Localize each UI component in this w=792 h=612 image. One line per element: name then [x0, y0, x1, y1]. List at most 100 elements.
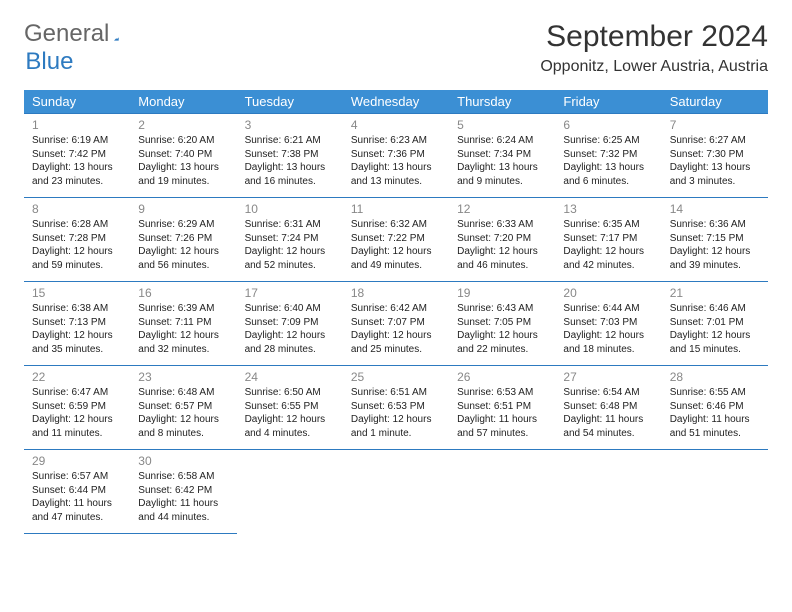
sunrise-line: Sunrise: 6:19 AM	[32, 134, 122, 148]
daylight-line: Daylight: 12 hours and 22 minutes.	[457, 329, 547, 356]
day-cell: 18Sunrise: 6:42 AMSunset: 7:07 PMDayligh…	[343, 282, 449, 366]
sunrise-line: Sunrise: 6:50 AM	[245, 386, 335, 400]
day-number: 25	[351, 369, 441, 385]
logo: General	[24, 20, 142, 48]
day-cell: 2Sunrise: 6:20 AMSunset: 7:40 PMDaylight…	[130, 114, 236, 198]
day-cell	[237, 450, 343, 534]
day-number: 29	[32, 453, 122, 469]
day-cell: 30Sunrise: 6:58 AMSunset: 6:42 PMDayligh…	[130, 450, 236, 534]
sunset-line: Sunset: 7:30 PM	[670, 148, 760, 162]
daylight-line: Daylight: 11 hours and 51 minutes.	[670, 413, 760, 440]
weekday-header: Wednesday	[343, 90, 449, 114]
sunset-line: Sunset: 6:48 PM	[563, 400, 653, 414]
sunrise-line: Sunrise: 6:51 AM	[351, 386, 441, 400]
day-cell	[662, 450, 768, 534]
day-cell: 28Sunrise: 6:55 AMSunset: 6:46 PMDayligh…	[662, 366, 768, 450]
day-number: 12	[457, 201, 547, 217]
day-cell: 17Sunrise: 6:40 AMSunset: 7:09 PMDayligh…	[237, 282, 343, 366]
sunset-line: Sunset: 7:26 PM	[138, 232, 228, 246]
weekday-header: Thursday	[449, 90, 555, 114]
day-cell	[449, 450, 555, 534]
day-cell: 14Sunrise: 6:36 AMSunset: 7:15 PMDayligh…	[662, 198, 768, 282]
day-number: 28	[670, 369, 760, 385]
sunset-line: Sunset: 6:53 PM	[351, 400, 441, 414]
sunrise-line: Sunrise: 6:57 AM	[32, 470, 122, 484]
daylight-line: Daylight: 13 hours and 13 minutes.	[351, 161, 441, 188]
sunrise-line: Sunrise: 6:42 AM	[351, 302, 441, 316]
day-cell: 21Sunrise: 6:46 AMSunset: 7:01 PMDayligh…	[662, 282, 768, 366]
daylight-line: Daylight: 12 hours and 32 minutes.	[138, 329, 228, 356]
daylight-line: Daylight: 11 hours and 54 minutes.	[563, 413, 653, 440]
day-number: 18	[351, 285, 441, 301]
sunrise-line: Sunrise: 6:43 AM	[457, 302, 547, 316]
sunset-line: Sunset: 7:13 PM	[32, 316, 122, 330]
daylight-line: Daylight: 12 hours and 52 minutes.	[245, 245, 335, 272]
day-number: 30	[138, 453, 228, 469]
day-number: 7	[670, 117, 760, 133]
day-number: 23	[138, 369, 228, 385]
sunset-line: Sunset: 7:09 PM	[245, 316, 335, 330]
day-cell	[555, 450, 661, 534]
sunrise-line: Sunrise: 6:40 AM	[245, 302, 335, 316]
sunset-line: Sunset: 6:42 PM	[138, 484, 228, 498]
sunrise-line: Sunrise: 6:44 AM	[563, 302, 653, 316]
day-number: 4	[351, 117, 441, 133]
day-cell: 16Sunrise: 6:39 AMSunset: 7:11 PMDayligh…	[130, 282, 236, 366]
sunrise-line: Sunrise: 6:48 AM	[138, 386, 228, 400]
day-cell: 5Sunrise: 6:24 AMSunset: 7:34 PMDaylight…	[449, 114, 555, 198]
weekday-header: Saturday	[662, 90, 768, 114]
sunset-line: Sunset: 6:46 PM	[670, 400, 760, 414]
sunset-line: Sunset: 7:01 PM	[670, 316, 760, 330]
day-number: 10	[245, 201, 335, 217]
sunset-line: Sunset: 7:22 PM	[351, 232, 441, 246]
day-number: 14	[670, 201, 760, 217]
day-number: 1	[32, 117, 122, 133]
daylight-line: Daylight: 12 hours and 28 minutes.	[245, 329, 335, 356]
sunset-line: Sunset: 6:59 PM	[32, 400, 122, 414]
sunset-line: Sunset: 7:40 PM	[138, 148, 228, 162]
sunrise-line: Sunrise: 6:31 AM	[245, 218, 335, 232]
daylight-line: Daylight: 13 hours and 3 minutes.	[670, 161, 760, 188]
daylight-line: Daylight: 11 hours and 57 minutes.	[457, 413, 547, 440]
day-number: 9	[138, 201, 228, 217]
day-number: 26	[457, 369, 547, 385]
sunrise-line: Sunrise: 6:47 AM	[32, 386, 122, 400]
day-cell: 8Sunrise: 6:28 AMSunset: 7:28 PMDaylight…	[24, 198, 130, 282]
sunrise-line: Sunrise: 6:39 AM	[138, 302, 228, 316]
day-cell: 25Sunrise: 6:51 AMSunset: 6:53 PMDayligh…	[343, 366, 449, 450]
daylight-line: Daylight: 12 hours and 56 minutes.	[138, 245, 228, 272]
logo-text-blue: Blue	[25, 48, 73, 76]
sunset-line: Sunset: 7:28 PM	[32, 232, 122, 246]
daylight-line: Daylight: 13 hours and 6 minutes.	[563, 161, 653, 188]
day-cell: 27Sunrise: 6:54 AMSunset: 6:48 PMDayligh…	[555, 366, 661, 450]
day-cell: 26Sunrise: 6:53 AMSunset: 6:51 PMDayligh…	[449, 366, 555, 450]
sunrise-line: Sunrise: 6:27 AM	[670, 134, 760, 148]
day-cell: 4Sunrise: 6:23 AMSunset: 7:36 PMDaylight…	[343, 114, 449, 198]
day-number: 27	[563, 369, 653, 385]
day-cell	[343, 450, 449, 534]
day-cell: 22Sunrise: 6:47 AMSunset: 6:59 PMDayligh…	[24, 366, 130, 450]
daylight-line: Daylight: 12 hours and 59 minutes.	[32, 245, 122, 272]
day-number: 6	[563, 117, 653, 133]
day-cell: 12Sunrise: 6:33 AMSunset: 7:20 PMDayligh…	[449, 198, 555, 282]
daylight-line: Daylight: 11 hours and 44 minutes.	[138, 497, 228, 524]
sunset-line: Sunset: 7:07 PM	[351, 316, 441, 330]
sunset-line: Sunset: 7:11 PM	[138, 316, 228, 330]
day-number: 22	[32, 369, 122, 385]
daylight-line: Daylight: 13 hours and 16 minutes.	[245, 161, 335, 188]
location: Opponitz, Lower Austria, Austria	[540, 58, 768, 76]
daylight-line: Daylight: 12 hours and 4 minutes.	[245, 413, 335, 440]
day-cell: 6Sunrise: 6:25 AMSunset: 7:32 PMDaylight…	[555, 114, 661, 198]
day-number: 19	[457, 285, 547, 301]
sunset-line: Sunset: 7:15 PM	[670, 232, 760, 246]
daylight-line: Daylight: 13 hours and 23 minutes.	[32, 161, 122, 188]
sunset-line: Sunset: 7:03 PM	[563, 316, 653, 330]
sunrise-line: Sunrise: 6:35 AM	[563, 218, 653, 232]
day-number: 20	[563, 285, 653, 301]
sunset-line: Sunset: 7:24 PM	[245, 232, 335, 246]
sunset-line: Sunset: 6:44 PM	[32, 484, 122, 498]
logo-mark-icon	[114, 30, 119, 48]
daylight-line: Daylight: 12 hours and 42 minutes.	[563, 245, 653, 272]
daylight-line: Daylight: 12 hours and 11 minutes.	[32, 413, 122, 440]
sunset-line: Sunset: 7:05 PM	[457, 316, 547, 330]
